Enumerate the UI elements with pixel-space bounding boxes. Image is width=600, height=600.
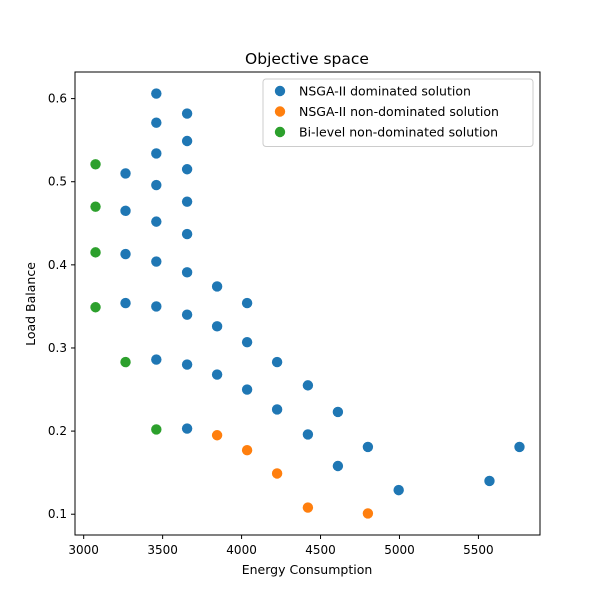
y-tick-label: 0.4: [48, 258, 67, 272]
data-point-s0-5: [151, 256, 162, 267]
data-point-s0-26: [241, 384, 253, 395]
data-point-s0-31: [332, 406, 344, 418]
data-point-s1-0: [211, 430, 223, 441]
data-point-s2-0: [90, 159, 101, 170]
data-point-s0-11: [181, 196, 193, 207]
data-point-s0-18: [120, 205, 131, 217]
y-tick-label: 0.2: [48, 424, 67, 438]
legend-label-1: NSGA-II non-dominated solution: [299, 104, 499, 119]
data-point-s0-29: [302, 380, 314, 391]
x-axis-label: Energy Consumption: [242, 562, 373, 577]
chart-title: Objective space: [245, 50, 369, 68]
data-point-s0-3: [151, 179, 162, 191]
legend-marker-0: [274, 85, 286, 97]
x-tick-label: 3000: [68, 543, 99, 557]
x-tick-label: 4500: [305, 543, 336, 557]
points-layer: [90, 88, 525, 519]
x-tick-label: 4000: [226, 543, 257, 557]
data-point-s0-1: [151, 117, 162, 128]
data-point-s0-33: [362, 441, 374, 453]
data-point-s0-22: [211, 321, 223, 332]
data-point-s0-16: [181, 423, 193, 434]
data-point-s0-6: [151, 301, 162, 312]
x-tick-label: 5500: [463, 543, 494, 557]
data-point-s0-34: [393, 484, 404, 496]
axes-layer: 3000 3500 4000 4500 5000 5500 0.1 0.2 0.3 0.4 0.5 0…: [48, 71, 541, 557]
data-point-s0-36: [514, 441, 525, 453]
legend: NSGA-II dominated solution NSGA-II non-do…: [262, 78, 534, 147]
data-point-s0-25: [241, 336, 253, 348]
data-point-s1-1: [241, 445, 253, 456]
y-axis-label: Load Balance: [23, 262, 38, 346]
data-point-s0-12: [181, 228, 193, 240]
legend-label-0: NSGA-II dominated solution: [299, 84, 471, 99]
data-point-s0-32: [332, 460, 344, 472]
data-point-s2-1: [90, 201, 101, 212]
data-point-s0-20: [120, 297, 131, 309]
data-point-s0-9: [181, 135, 193, 147]
data-point-s0-27: [271, 356, 283, 368]
data-point-s2-5: [151, 424, 162, 435]
plot-frame: [74, 71, 541, 536]
data-point-s0-7: [151, 354, 162, 365]
y-tick-label: 0.5: [48, 175, 67, 189]
y-tick-label: 0.3: [48, 341, 67, 355]
data-point-s0-35: [484, 475, 495, 487]
data-point-s0-23: [211, 369, 223, 380]
data-point-s0-14: [181, 309, 193, 320]
x-tick-label: 3500: [147, 543, 178, 557]
data-point-s2-4: [120, 356, 131, 368]
y-tick-label: 0.6: [48, 92, 67, 106]
data-point-s0-30: [302, 429, 314, 440]
x-tick-label: 5000: [384, 543, 415, 557]
data-point-s0-8: [181, 108, 193, 119]
data-point-s0-28: [271, 404, 283, 415]
data-point-s1-3: [302, 502, 314, 513]
legend-marker-2: [274, 126, 286, 138]
legend-box: [262, 78, 534, 147]
data-point-s0-10: [181, 164, 193, 175]
data-point-s1-2: [271, 468, 283, 479]
data-point-s0-4: [151, 216, 162, 227]
data-point-s1-4: [362, 508, 374, 519]
data-point-s2-3: [90, 302, 101, 313]
data-point-s0-13: [181, 267, 193, 278]
data-point-s0-0: [151, 88, 162, 99]
data-point-s0-24: [241, 297, 253, 309]
data-point-s0-2: [151, 148, 162, 159]
data-point-s0-21: [211, 281, 223, 292]
legend-marker-1: [274, 106, 286, 117]
data-point-s0-19: [120, 248, 131, 260]
data-point-s2-2: [90, 247, 101, 258]
legend-label-2: Bi-level non-dominated solution: [299, 125, 498, 140]
data-point-s0-15: [181, 359, 193, 370]
data-point-s0-17: [120, 168, 131, 179]
y-tick-label: 0.1: [48, 507, 67, 521]
